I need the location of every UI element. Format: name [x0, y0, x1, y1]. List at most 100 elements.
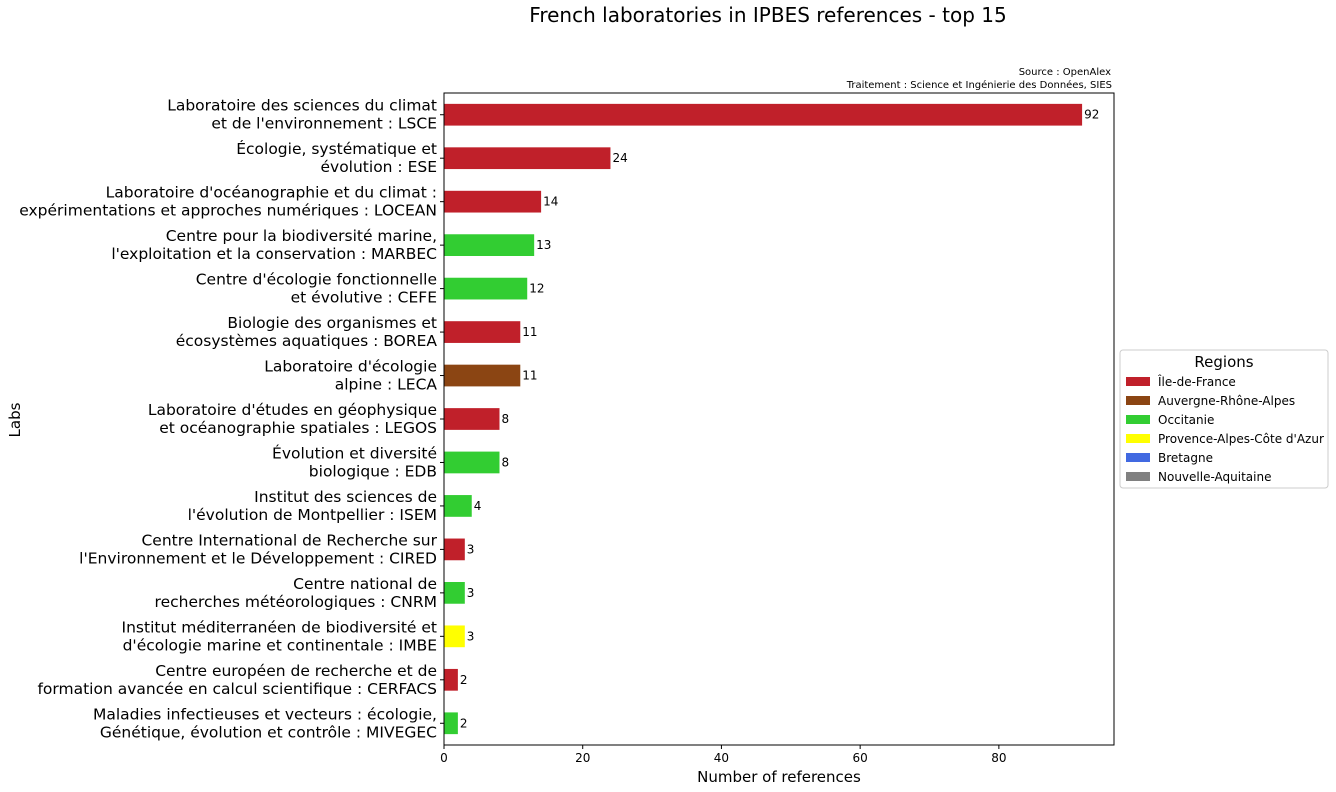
y-axis-label: Labs	[6, 402, 24, 437]
legend-item: Bretagne	[1158, 451, 1213, 465]
legend-swatch	[1126, 472, 1150, 481]
legend-title: Regions	[1194, 353, 1253, 371]
data-labels: 92 24 14 13 12 11 11 8 8 4 3 3 3 2 2	[460, 108, 1100, 731]
category-label-line: Laboratoire d'études en géophysique	[148, 401, 437, 419]
category-label-line: Laboratoire des sciences du climat	[167, 97, 437, 115]
category-label-line: d'écologie marine et continentale : IMBE	[123, 636, 437, 654]
category-label: Laboratoire d'océanographie et du climat…	[19, 184, 437, 220]
data-label: 4	[474, 499, 482, 513]
category-label-line: écosystèmes aquatiques : BOREA	[176, 332, 438, 350]
category-label-line: et de l'environnement : LSCE	[211, 115, 437, 133]
bar	[444, 582, 465, 604]
plot-frame	[443, 92, 1115, 746]
data-label: 2	[460, 716, 468, 730]
legend-item: Auvergne-Rhône-Alpes	[1158, 394, 1295, 408]
legend-box	[1119, 349, 1329, 489]
bar	[444, 364, 521, 387]
x-tick-label: 60	[853, 751, 868, 765]
category-label-line: Institut méditerranéen de biodiversité e…	[122, 618, 437, 636]
data-label: 13	[536, 238, 551, 252]
source-note: Source : OpenAlex	[1019, 67, 1111, 78]
category-label-line: l'Environnement et le Développement : CI…	[79, 549, 437, 567]
category-label-line: Centre européen de recherche et de	[155, 662, 437, 680]
category-labels: Laboratoire des sciences du climat et de …	[19, 97, 444, 741]
bar	[444, 625, 465, 648]
category-label: Centre d'écologie fonctionnelle et évolut…	[196, 271, 437, 307]
category-label-line: l'évolution de Montpellier : ISEM	[188, 506, 437, 524]
bar	[444, 408, 500, 430]
category-label-line: formation avancée en calcul scientifique…	[37, 680, 437, 698]
category-label-line: biologique : EDB	[309, 462, 437, 480]
category-label: Institut méditerranéen de biodiversité e…	[122, 618, 437, 654]
category-label: Écologie, systématique et évolution : ESE	[236, 139, 437, 176]
data-label: 12	[529, 282, 544, 296]
x-tick-label: 40	[714, 751, 729, 765]
legend-swatch	[1126, 453, 1150, 462]
chart-title: French laboratories in IPBES references …	[529, 3, 1006, 27]
bar	[444, 321, 521, 343]
category-label: Institut des sciences de l'évolution de M…	[188, 488, 437, 524]
category-label-line: Maladies infectieuses et vecteurs : écol…	[93, 705, 437, 723]
legend-item: Occitanie	[1158, 413, 1214, 427]
category-label-line: recherches météorologiques : CNRM	[155, 593, 437, 611]
legend-item: Île-de-France	[1157, 374, 1236, 389]
data-label: 3	[467, 542, 475, 556]
category-label-line: Centre International de Recherche sur	[141, 531, 437, 549]
legend-swatch	[1126, 434, 1150, 443]
category-label: Biologie des organismes et écosystèmes aq…	[176, 314, 438, 350]
category-label-line: expérimentations et approches numériques…	[19, 202, 437, 220]
category-label-line: Écologie, systématique et	[236, 139, 437, 158]
bar	[444, 234, 535, 256]
category-label-line: Centre d'écologie fonctionnelle	[196, 271, 437, 289]
category-label-line: Centre pour la biodiversité marine,	[166, 227, 437, 245]
bar	[444, 147, 611, 170]
category-label-line: et océanographie spatiales : LEGOS	[159, 419, 437, 437]
x-tick-label: 20	[575, 751, 590, 765]
legend-item: Nouvelle-Aquitaine	[1158, 470, 1271, 484]
category-label-line: Laboratoire d'océanographie et du climat…	[106, 184, 437, 202]
category-label-line: Biologie des organismes et	[227, 314, 437, 332]
category-label-line: Laboratoire d'écologie	[264, 358, 437, 376]
bar	[444, 668, 458, 691]
x-tick-label: 80	[991, 751, 1006, 765]
bar	[444, 712, 458, 735]
legend-swatch	[1126, 415, 1150, 424]
data-label: 11	[522, 369, 537, 383]
bar	[444, 451, 500, 474]
bar	[444, 495, 472, 517]
category-label: Centre International de Recherche sur l'E…	[79, 531, 437, 567]
data-label: 14	[543, 195, 558, 209]
data-label: 24	[612, 151, 627, 165]
legend-swatch	[1126, 396, 1150, 405]
category-label-line: alpine : LECA	[335, 376, 438, 394]
bar	[444, 538, 465, 561]
legend-swatch	[1126, 377, 1150, 386]
data-label: 92	[1084, 108, 1099, 122]
category-label-line: et évolutive : CEFE	[291, 289, 437, 307]
category-label-line: Centre national de	[293, 575, 437, 593]
category-label-line: Institut des sciences de	[254, 488, 437, 506]
bar	[444, 103, 1083, 126]
processing-note: Traitement : Science et Ingénierie des D…	[846, 79, 1112, 91]
category-label: Centre pour la biodiversité marine, l'exp…	[111, 227, 437, 263]
data-label: 3	[467, 586, 475, 600]
category-label: Laboratoire des sciences du climat et de …	[167, 97, 437, 133]
data-label: 8	[501, 412, 509, 426]
data-label: 8	[501, 455, 509, 469]
x-axis: 0 20 40 60 80	[440, 745, 1007, 765]
data-label: 11	[522, 325, 537, 339]
legend: Regions Île-de-France Auvergne-Rhône-Alpe…	[1119, 349, 1329, 489]
category-label: Laboratoire d'études en géophysique et oc…	[148, 401, 437, 437]
data-label: 2	[460, 673, 468, 687]
bars	[444, 103, 1083, 735]
bar	[444, 277, 528, 300]
x-tick-label: 0	[440, 751, 448, 765]
legend-item: Provence-Alpes-Côte d'Azur	[1158, 432, 1324, 446]
category-label: Maladies infectieuses et vecteurs : écol…	[93, 705, 437, 741]
category-label-line: Génétique, évolution et contrôle : MIVEG…	[100, 723, 437, 741]
category-label-line: évolution : ESE	[320, 158, 437, 176]
data-label: 3	[467, 629, 475, 643]
category-label-line: l'exploitation et la conservation : MARB…	[111, 245, 437, 263]
x-axis-label: Number of references	[697, 768, 861, 786]
